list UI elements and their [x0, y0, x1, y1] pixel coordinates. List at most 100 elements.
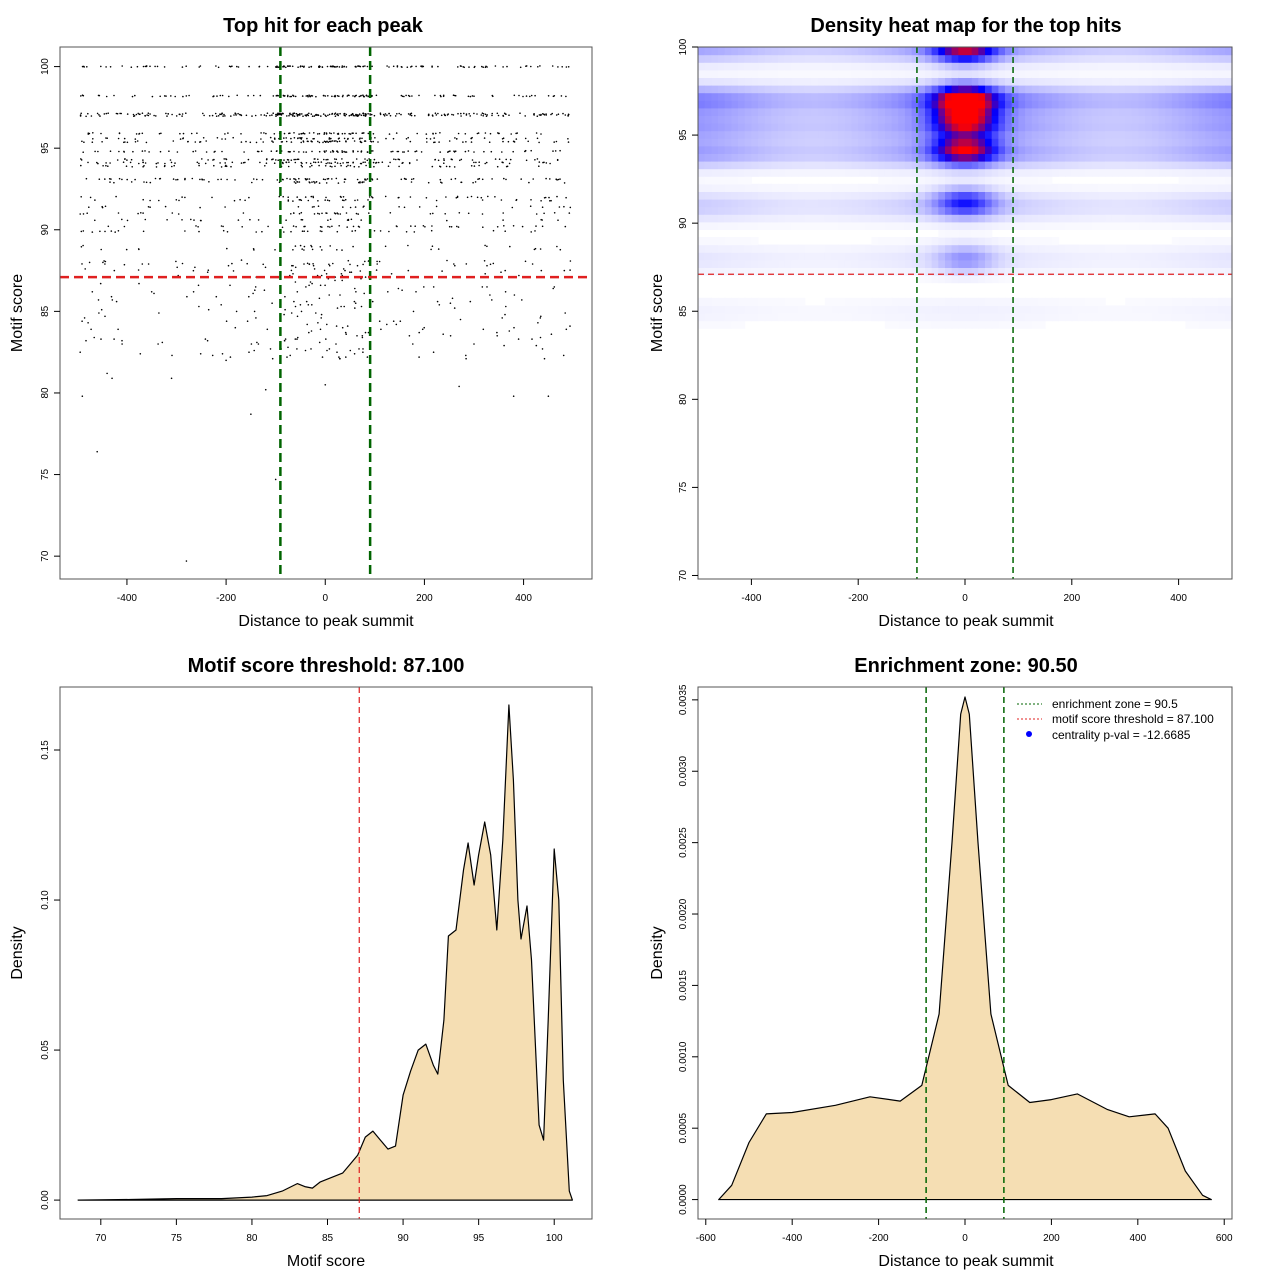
- heatmap-cell: [738, 100, 746, 109]
- scatter-point: [414, 114, 416, 117]
- heatmap-cell: [1071, 252, 1080, 261]
- heatmap-cell: [1005, 259, 1013, 268]
- scatter-point: [323, 132, 326, 134]
- scatter-point: [564, 225, 567, 228]
- scatter-point: [329, 65, 332, 68]
- heatmap-cell: [1151, 138, 1160, 147]
- scatter-point: [251, 181, 253, 184]
- heatmap-cell: [998, 130, 1006, 139]
- heatmap-cell: [844, 252, 853, 261]
- heatmap-cell: [1105, 153, 1113, 162]
- heatmap-cell: [1171, 62, 1180, 71]
- heatmap-cell: [958, 229, 966, 238]
- heatmap-cell: [1125, 77, 1133, 86]
- heatmap-cell: [1018, 244, 1026, 253]
- heatmap-cell: [851, 47, 859, 56]
- scatter-point: [185, 95, 188, 97]
- heatmap-cell: [738, 145, 746, 154]
- scatter-point: [81, 263, 83, 265]
- heatmap-cell: [884, 305, 893, 314]
- heatmap-cell: [1105, 100, 1113, 109]
- heatmap-cell: [858, 191, 866, 200]
- heatmap-cell: [784, 305, 793, 314]
- scatter-point: [296, 348, 298, 350]
- heatmap-cell: [838, 214, 846, 223]
- scatter-point: [409, 114, 411, 116]
- legend-pval: centrality p-val = -12.6685: [1052, 728, 1191, 742]
- heatmap-cell: [1171, 206, 1180, 215]
- scatter-point: [392, 320, 395, 323]
- heatmap-cell: [1205, 123, 1213, 132]
- heatmap-cell: [831, 168, 839, 177]
- scatter-point: [364, 161, 366, 163]
- x-tick-label: 400: [1170, 593, 1187, 604]
- heatmap-cell: [1171, 100, 1180, 109]
- heatmap-cell: [911, 176, 919, 185]
- heatmap-cell: [724, 305, 732, 314]
- heatmap-cell: [1058, 244, 1066, 253]
- heatmap-cell: [998, 183, 1006, 192]
- heatmap-cell: [1105, 206, 1113, 215]
- scatter-point: [279, 112, 281, 114]
- scatter-point: [151, 95, 154, 98]
- scatter-point: [322, 113, 325, 115]
- heatmap-cell: [764, 305, 773, 314]
- scatter-point: [318, 65, 320, 68]
- heatmap-cell: [878, 100, 886, 109]
- heatmap-cell: [1071, 153, 1080, 162]
- scatter-point: [139, 353, 142, 355]
- heatmap-cell: [1178, 305, 1186, 314]
- heatmap-cell: [784, 297, 793, 306]
- heatmap-cell: [884, 77, 893, 86]
- heatmap-cell: [784, 168, 793, 177]
- heatmap-cell: [1198, 214, 1206, 223]
- scatter-point: [312, 196, 315, 199]
- scatter-point: [311, 206, 314, 208]
- heatmap-cell: [1078, 244, 1086, 253]
- heatmap-cell: [985, 275, 993, 284]
- scatter-point: [226, 247, 228, 250]
- scatter-point: [96, 161, 98, 164]
- scatter-point: [256, 341, 258, 344]
- heatmap-cell: [744, 191, 752, 200]
- heatmap-cell: [945, 130, 953, 139]
- panel4-title: Enrichment zone: 90.50: [854, 655, 1077, 677]
- scatter-point: [323, 140, 326, 143]
- heatmap-cell: [1031, 259, 1040, 268]
- heatmap-cell: [878, 107, 886, 116]
- heatmap-cell: [844, 244, 853, 253]
- scatter-point: [294, 281, 297, 283]
- heatmap-cell: [791, 92, 799, 101]
- heatmap-cell: [918, 259, 926, 268]
- scatter-point: [375, 269, 378, 271]
- heatmap-cell: [738, 191, 746, 200]
- heatmap-cell: [1025, 54, 1033, 63]
- y-tick-label: 75: [678, 481, 689, 493]
- heatmap-cell: [718, 297, 726, 306]
- scatter-point: [131, 166, 133, 168]
- scatter-point: [184, 177, 186, 180]
- heatmap-cell: [758, 107, 766, 116]
- scatter-point: [293, 178, 295, 180]
- heatmap-cell: [1031, 168, 1040, 177]
- heatmap-cell: [1091, 206, 1100, 215]
- scatter-point: [559, 248, 562, 251]
- heatmap-cell: [898, 259, 906, 268]
- heatmap-cell: [1118, 107, 1126, 116]
- heatmap-cell: [958, 244, 966, 253]
- heatmap-cell: [991, 54, 999, 63]
- heatmap-cell: [1198, 221, 1206, 230]
- heatmap-cell: [851, 183, 859, 192]
- heatmap-cell: [704, 237, 712, 246]
- heatmap-cell: [738, 69, 746, 78]
- heatmap-cell: [1205, 267, 1213, 276]
- heatmap-cell: [1051, 259, 1060, 268]
- scatter-point: [530, 94, 533, 97]
- heatmap-cell: [1151, 244, 1160, 253]
- heatmap-cell: [891, 161, 899, 170]
- panel2-title: Density heat map for the top hits: [810, 15, 1121, 37]
- heatmap-cell: [1198, 297, 1206, 306]
- scatter-point: [325, 150, 328, 152]
- scatter-point: [285, 137, 288, 139]
- heatmap-cell: [718, 206, 726, 215]
